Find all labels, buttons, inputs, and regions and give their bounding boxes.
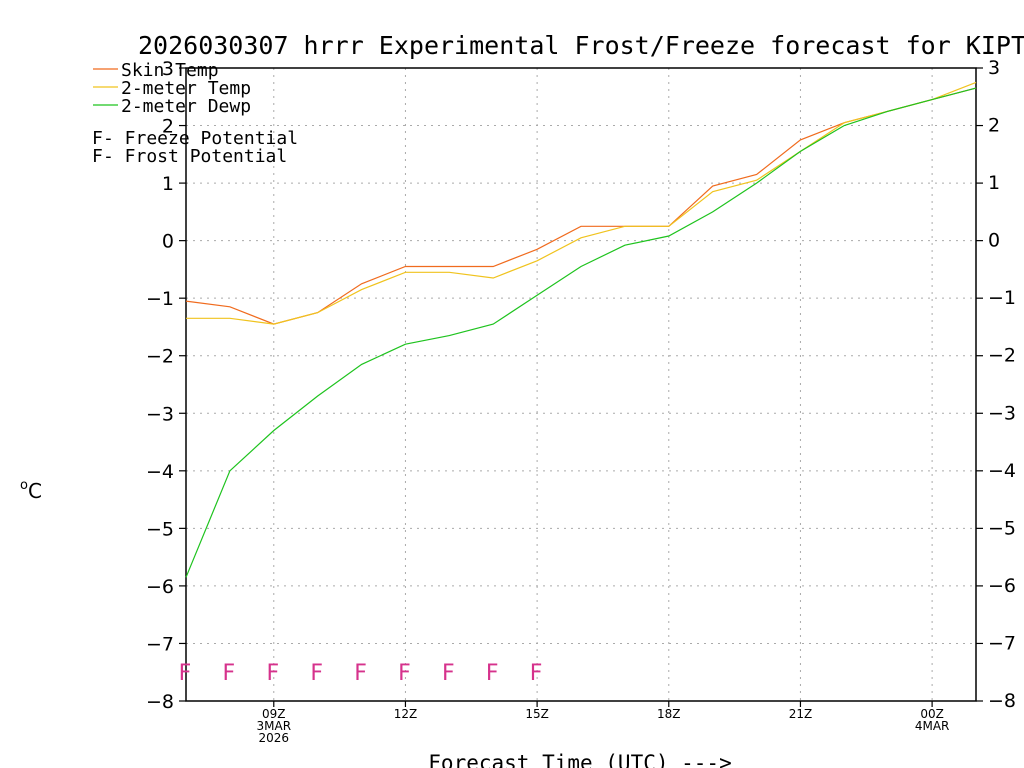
y-tick-label-right: 2 [988, 115, 1000, 137]
y-tick-label-left: −4 [146, 461, 174, 483]
legend-label: - Frost Potential [103, 146, 287, 167]
y-tick-label-left: −2 [146, 346, 174, 368]
freeze-flag: F [442, 661, 455, 686]
x-tick-label: 12Z [394, 707, 418, 721]
legend-letter: F [92, 128, 103, 149]
y-tick-label-right: −6 [988, 575, 1016, 597]
freeze-flag: F [266, 661, 279, 686]
y-tick-label-left: −3 [146, 403, 174, 425]
y-tick-label-right: −7 [988, 632, 1016, 654]
legend-label: 2-meter Temp [121, 78, 251, 99]
y-tick-label-right: 0 [988, 230, 1000, 252]
x-tick-label: 18Z [657, 707, 681, 721]
freeze-flag: F [179, 661, 192, 686]
legend-label: 2-meter Dewp [121, 96, 251, 117]
y-tick-label-right: −2 [988, 345, 1016, 367]
legend-label: - Freeze Potential [103, 128, 298, 149]
degree-mark: o [20, 478, 28, 493]
series-lines [185, 81, 977, 578]
freeze-flag: F [310, 661, 323, 686]
y-tick-label-left: 3 [162, 58, 174, 80]
y-tick-label-left: 2 [162, 116, 174, 138]
y-axis-ticks: −8 −8 −7 −7 −6 −6 −5 −5 −4 −4 −3 −3 −2 −2 −1 −1 0 0 1 1 2 2 3 3 [146, 57, 1016, 713]
freeze-flag: F [530, 661, 543, 686]
unit-letter: C [28, 479, 42, 503]
y-tick-label-left: −5 [146, 518, 174, 540]
y-tick-label-left: −6 [146, 576, 174, 598]
freeze-flag: F [223, 661, 236, 686]
series-line-2-meter-temp [186, 81, 977, 325]
legend-letter: F [92, 146, 103, 167]
plot-frame [185, 67, 977, 702]
x-tick-label: 21Z [789, 707, 813, 721]
y-tick-label-left: −7 [146, 633, 174, 655]
freeze-flag: F [486, 661, 499, 686]
series-line-2-meter-dewp [185, 87, 977, 578]
chart-title: 2026030307 hrrr Experimental Frost/Freez… [138, 31, 1024, 60]
y-tick-label-right: −4 [988, 460, 1016, 482]
y-tick-label-right: −8 [988, 690, 1016, 712]
y-tick-label-right: 3 [988, 57, 1000, 79]
x-tick-label: 15Z [525, 707, 549, 721]
freeze-flag: F [354, 661, 367, 686]
y-tick-label-right: −5 [988, 517, 1016, 539]
y-tick-label-left: 0 [162, 231, 174, 253]
x-tick-label: 2026 [259, 731, 290, 745]
y-tick-label-right: −1 [988, 287, 1016, 309]
y-tick-label-left: 1 [162, 173, 174, 195]
x-tick-label: 00Z [920, 707, 944, 721]
legend-label: Skin Temp [121, 60, 219, 81]
x-tick-label: 4MAR [915, 719, 950, 733]
y-tick-label-right: −3 [988, 402, 1016, 424]
freeze-flag: F [398, 661, 411, 686]
series-line-skin-temp [185, 87, 977, 325]
y-tick-label-left: −8 [146, 691, 174, 713]
y-tick-label-right: 1 [988, 172, 1000, 194]
y-tick-label-left: −1 [146, 288, 174, 310]
x-tick-label: 3MAR [257, 719, 292, 733]
x-axis-label: Forecast Time (UTC) ---> [428, 751, 731, 768]
x-tick-label: 09Z [262, 707, 286, 721]
grid-lines [186, 68, 976, 701]
y-axis-label: oC [20, 478, 42, 503]
